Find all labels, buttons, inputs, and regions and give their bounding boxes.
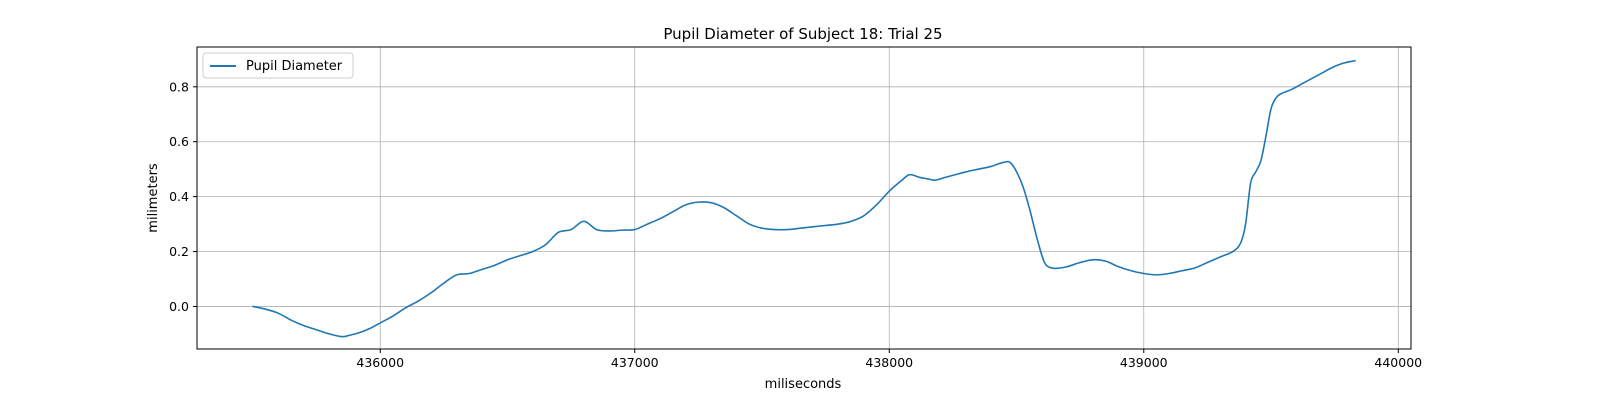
legend-label-pupil-diameter: Pupil Diameter (246, 59, 343, 74)
x-tick-label: 439000 (1120, 355, 1168, 370)
legend-box (202, 52, 354, 79)
y-tick-label: 0.6 (169, 134, 189, 149)
y-tick-label: 0.0 (169, 299, 189, 314)
y-tick-label: 0.2 (169, 244, 189, 259)
plot-frame (196, 46, 1412, 350)
y-tick-label: 0.8 (169, 79, 189, 94)
y-tick-label: 0.4 (169, 189, 189, 204)
x-axis-label: miliseconds (765, 377, 842, 392)
x-axis: 436000 437000 438000 439000 440000 (356, 349, 1422, 370)
series-layer (252, 59, 1356, 338)
y-axis-label: milimeters (146, 163, 161, 233)
legend: Pupil Diameter (202, 52, 354, 79)
y-axis: 0.0 0.2 0.4 0.6 0.8 (169, 79, 197, 314)
chart-title: Pupil Diameter of Subject 18: Trial 25 (663, 25, 942, 43)
series-line-pupil-diameter (252, 59, 1356, 338)
x-tick-label: 440000 (1374, 355, 1422, 370)
x-tick-label: 438000 (865, 355, 913, 370)
grid (197, 47, 1411, 349)
x-tick-label: 436000 (356, 355, 404, 370)
x-tick-label: 437000 (611, 355, 659, 370)
